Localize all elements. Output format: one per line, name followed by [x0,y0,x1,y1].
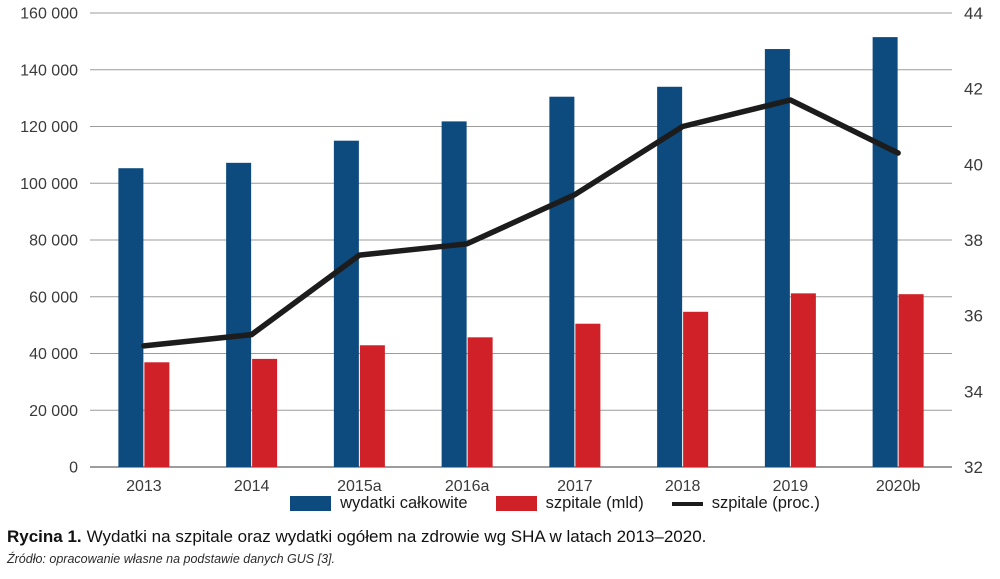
x-axis-category-label: 2017 [557,478,593,494]
bar-total-2015a [333,140,359,467]
right-axis-tick-label: 36 [964,307,983,326]
legend-label: szpitale (mld) [545,494,644,512]
black-line-swatch-icon [671,501,703,506]
bar-total-2019 [764,49,790,467]
bar-total-2017 [549,96,575,468]
red-bar-swatch-icon [495,496,537,511]
right-axis-tick-label: 42 [964,80,983,99]
x-axis-category-label: 2015a [337,478,382,494]
bar-total-2013 [118,168,144,467]
x-axis-category-label: 2016a [445,478,490,494]
blue-bar-swatch-icon [290,496,332,511]
right-axis-tick-label: 34 [964,382,983,401]
x-axis-category-label: 2013 [126,478,162,494]
left-axis-tick-label: 120 000 [20,119,78,136]
hospitals-percent-trend-line [141,97,901,349]
x-axis-category-label: 2019 [773,478,809,494]
right-axis-tick-label: 38 [964,231,983,250]
left-axis-tick-label: 0 [69,460,78,477]
bar-hospitals-2013 [144,362,170,467]
chart-legend: wydatki całkowite szpitale (mld) szpital… [0,494,1000,513]
figure-caption-text: Wydatki na szpitale oraz wydatki ogółem … [86,527,707,546]
left-axis-tick-label: 100 000 [20,176,78,193]
bar-total-2018 [657,86,683,468]
figure-caption: Rycina 1. Wydatki na szpitale oraz wydatk… [7,527,706,547]
bar-hospitals-2020b [898,294,924,467]
bar-hospitals-2015a [359,345,385,467]
left-axis-tick-label: 160 000 [20,6,78,23]
bar-total-2014 [226,162,252,467]
bar-hospitals-2019 [790,293,816,467]
right-axis-tick-label: 32 [964,458,983,477]
x-axis-category-label: 2014 [234,478,270,494]
bar-hospitals-2018 [683,311,709,467]
bar-hospitals-2017 [575,323,601,467]
left-axis-tick-label: 140 000 [20,62,78,79]
right-axis-tick-label: 44 [964,4,983,23]
legend-item-wydatki-calkowite: wydatki całkowite [290,494,468,513]
legend-item-szpitale-proc: szpitale (proc.) [671,494,820,513]
left-axis-tick-label: 20 000 [29,403,78,420]
bar-hospitals-2014 [252,358,278,467]
left-axis-tick-label: 60 000 [29,289,78,306]
legend-label: wydatki całkowite [340,494,468,512]
left-axis-tick-label: 80 000 [29,233,78,250]
x-axis-category-label: 2020b [876,478,921,494]
bar-total-2016a [441,121,467,467]
x-axis-category-label: 2018 [665,478,701,494]
right-axis-tick-label: 40 [964,155,983,174]
figure-caption-number: Rycina 1. [7,527,82,546]
bar-hospitals-2016a [467,337,493,467]
figure-source: Źródło: opracowanie własne na podstawie … [7,552,335,566]
left-axis-tick-label: 40 000 [29,346,78,363]
bar-total-2020b [872,37,898,468]
combo-chart: 0 20 000 40 000 60 000 80 000 100 000 120 000 1… [20,4,983,494]
legend-item-szpitale-mld: szpitale (mld) [495,494,644,513]
legend-label: szpitale (proc.) [711,494,820,512]
